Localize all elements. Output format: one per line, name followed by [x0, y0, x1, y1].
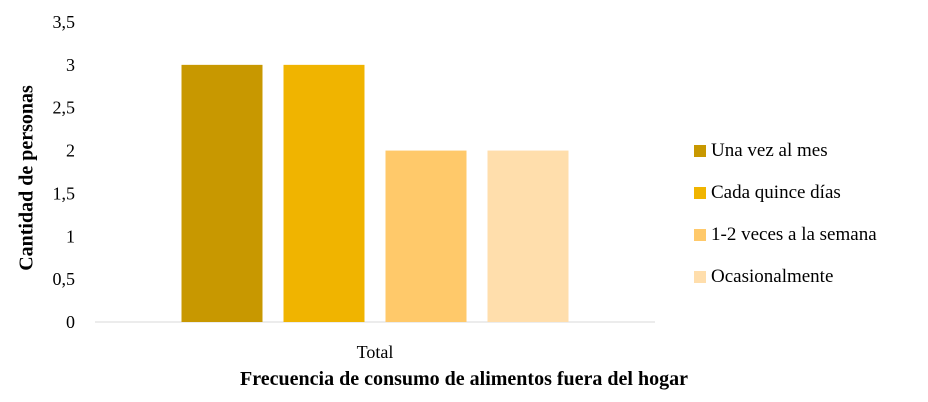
y-tick-label: 2 [66, 141, 75, 161]
y-tick-label: 1,5 [53, 183, 76, 203]
y-axis-label: Cantidad de personas [15, 85, 38, 271]
bar-una-vez-al-mes [181, 64, 263, 322]
legend-label: Cada quince días [711, 182, 841, 203]
legend-item: Una vez al mes [694, 140, 828, 162]
y-tick-label: 0 [66, 312, 75, 332]
legend-swatch [694, 271, 706, 283]
bars [181, 64, 569, 322]
legend-item: Cada quince días [694, 182, 841, 204]
y-tick-label: 3,5 [53, 12, 76, 32]
legend-item: 1-2 veces a la semana [694, 224, 877, 246]
y-tick-label: 0,5 [53, 269, 76, 289]
legend-swatch [694, 145, 706, 157]
legend-label: Ocasionalmente [711, 266, 834, 287]
y-tick-label: 1 [66, 226, 75, 246]
y-tick-label: 3 [66, 55, 75, 75]
legend-swatch [694, 229, 706, 241]
legend-label: Una vez al mes [711, 140, 828, 161]
x-axis-label: Frecuencia de consumo de alimentos fuera… [240, 368, 688, 390]
bar-ocasionalmente [487, 150, 569, 322]
x-axis-ticks: Total [357, 342, 394, 362]
legend-label: 1-2 veces a la semana [711, 224, 877, 245]
bar-1-2-veces-a-la-semana [385, 150, 467, 322]
y-axis-ticks: 0 0,5 1 1,5 2 2,5 3 3,5 [53, 12, 76, 332]
y-tick-label: 2,5 [53, 98, 76, 118]
x-tick-label: Total [357, 342, 394, 362]
legend-item: Ocasionalmente [694, 266, 833, 288]
legend-swatch [694, 187, 706, 199]
bar-cada-quince-d-as [283, 64, 365, 322]
